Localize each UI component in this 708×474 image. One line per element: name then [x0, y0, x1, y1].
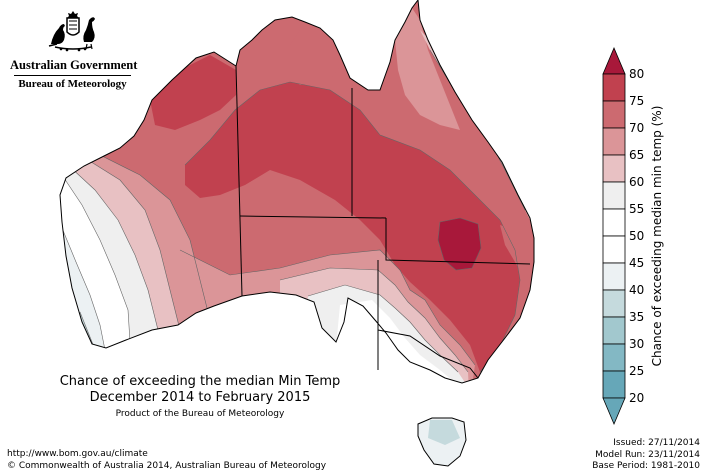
border-nsw-vic — [377, 329, 479, 379]
border-nt-sa — [239, 215, 387, 219]
colorbar-bottom-arrow — [602, 397, 626, 426]
band-contours — [61, 49, 526, 373]
base-period: Base Period: 1981-2010 — [592, 461, 700, 471]
border-qld-nsw — [385, 218, 531, 265]
colorbar: 80 75 70 65 60 55 50 45 40 35 30 25 20 C… — [602, 46, 664, 426]
colorbar-tick-20: 20 — [629, 391, 644, 405]
colorbar-tick-45: 45 — [629, 256, 644, 270]
colorbar-title: Chance of exceeding median min temp (%) — [650, 106, 664, 367]
colorbar-segment-70-75 — [602, 100, 626, 129]
colorbar-tick-40: 40 — [629, 283, 644, 297]
colorbar-tick-55: 55 — [629, 202, 644, 216]
band-70-coast-east — [500, 225, 534, 285]
government-name: Australian Government — [10, 58, 138, 72]
tasmania-probability-bands — [418, 418, 466, 466]
colorbar-tick-60: 60 — [629, 175, 644, 189]
colorbar-tick-35: 35 — [629, 310, 644, 324]
agency-name: Bureau of Meteorology — [18, 78, 127, 90]
colorbar-segment-40-45 — [602, 262, 626, 291]
colorbar-tick-30: 30 — [629, 337, 644, 351]
state-borders — [235, 65, 531, 379]
colorbar-segment-35-40 — [602, 289, 626, 318]
model-run-date: Model Run: 23/11/2014 — [595, 450, 700, 460]
tas-band-40 — [428, 420, 460, 445]
colorbar-top-arrow — [602, 46, 626, 75]
border-wa — [235, 65, 243, 297]
colorbar-segment-65-70 — [602, 127, 626, 156]
colorbar-segment-50-55 — [602, 208, 626, 237]
map-period: December 2014 to February 2015 — [89, 390, 311, 405]
band-70-hotspot-ring — [285, 30, 345, 85]
colorbar-segment-60-65 — [602, 154, 626, 183]
colorbar-tick-70: 70 — [629, 121, 644, 135]
band-65-capeyork — [395, 8, 460, 130]
colorbar-tick-75: 75 — [629, 94, 644, 108]
government-logo-block: Australian Government Bureau of Meteorol… — [10, 8, 138, 90]
issued-date: Issued: 27/11/2014 — [613, 438, 700, 448]
colorbar-tick-25: 25 — [629, 364, 644, 378]
product-note: Product of the Bureau of Meteorology — [115, 409, 285, 419]
colorbar-segment-25-30 — [602, 343, 626, 372]
coat-of-arms-icon — [48, 11, 95, 52]
colorbar-segment-75-80 — [602, 73, 626, 102]
map-title: Chance of exceeding the median Min Temp — [59, 374, 341, 389]
colorbar-tick-50: 50 — [629, 229, 644, 243]
logo-divider — [14, 75, 131, 76]
band-75-kimberley — [150, 55, 236, 130]
colorbar-segment-30-35 — [602, 316, 626, 345]
band-80-hotspot — [438, 218, 481, 270]
colorbar-segment-55-60 — [602, 181, 626, 210]
copyright-text: © Commonwealth of Australia 2014, Austra… — [7, 461, 327, 471]
colorbar-tick-65: 65 — [629, 148, 644, 162]
band-75-north — [185, 82, 520, 372]
climate-url-link[interactable]: http://www.bom.gov.au/climate — [7, 449, 148, 459]
colorbar-tick-80: 80 — [629, 67, 644, 81]
colorbar-segment-20-25 — [602, 370, 626, 399]
colorbar-segment-45-50 — [602, 235, 626, 264]
